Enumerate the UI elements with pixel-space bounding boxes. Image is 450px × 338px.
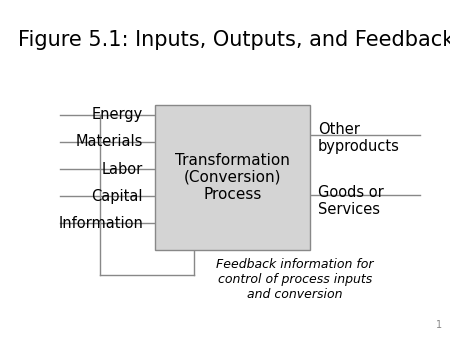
Text: Labor: Labor <box>102 162 143 176</box>
Text: Transformation
(Conversion)
Process: Transformation (Conversion) Process <box>175 152 290 202</box>
Text: Capital: Capital <box>91 189 143 203</box>
Text: Other
byproducts: Other byproducts <box>318 122 400 154</box>
Bar <box>155 105 310 250</box>
Text: Materials: Materials <box>76 135 143 149</box>
Text: 1: 1 <box>436 320 442 330</box>
Text: Feedback information for
control of process inputs
and conversion: Feedback information for control of proc… <box>216 258 374 301</box>
Text: Energy: Energy <box>92 107 143 122</box>
Text: Goods or
Services: Goods or Services <box>318 185 384 217</box>
Text: Figure 5.1: Inputs, Outputs, and Feedback: Figure 5.1: Inputs, Outputs, and Feedbac… <box>18 30 450 50</box>
Text: Information: Information <box>58 216 143 231</box>
